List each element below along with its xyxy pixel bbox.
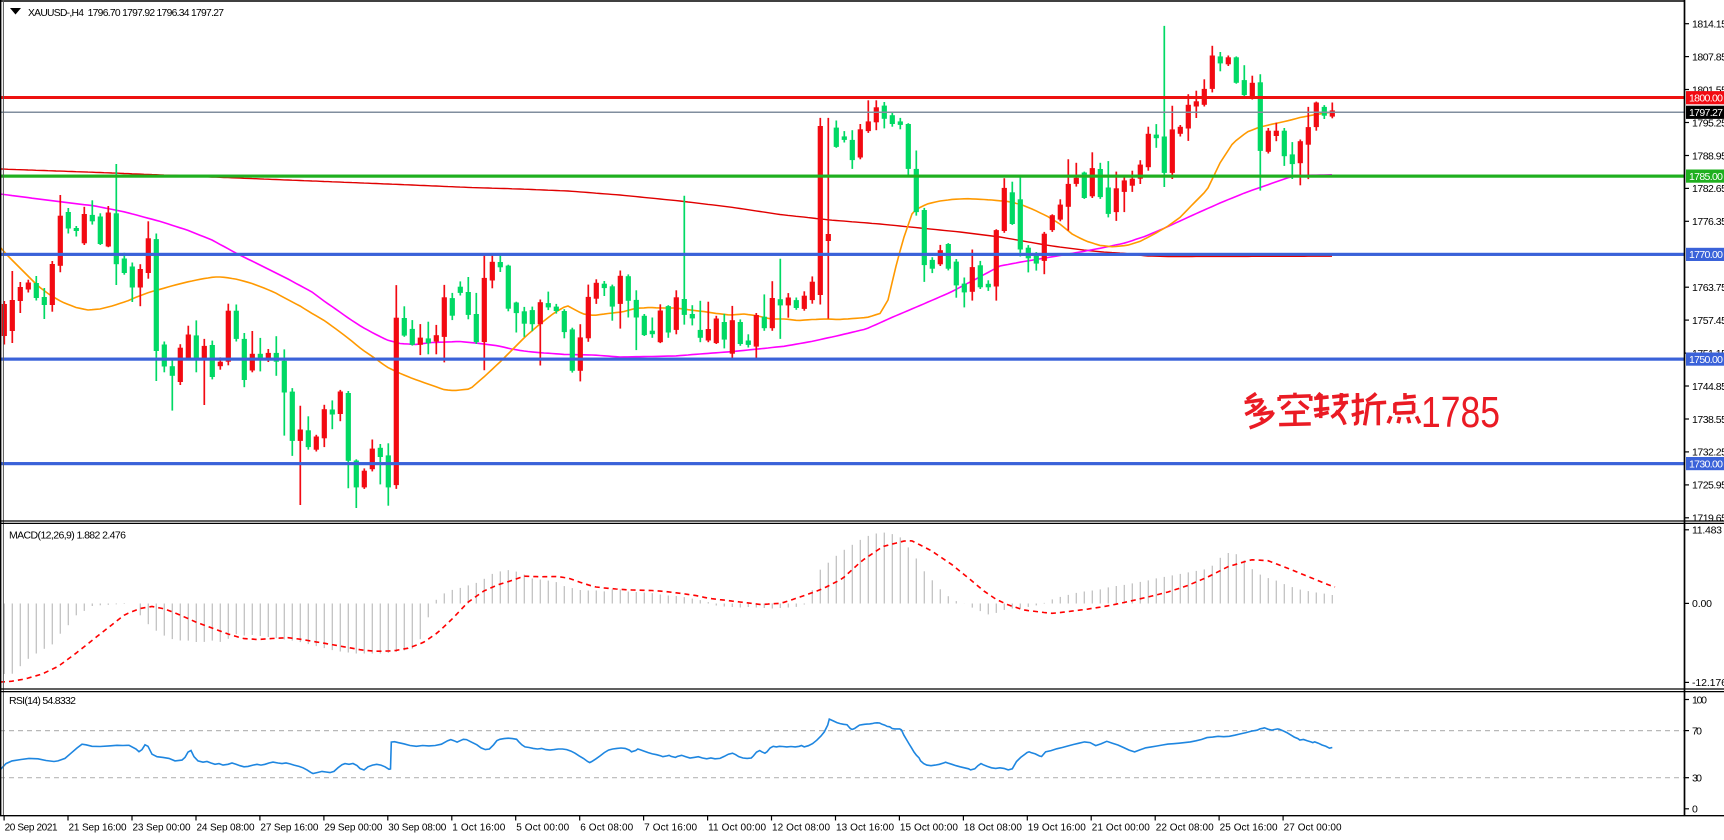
svg-text:30 Sep 08:00: 30 Sep 08:00 xyxy=(388,823,446,834)
svg-text:1788.95: 1788.95 xyxy=(1692,150,1724,162)
svg-text:1770.00: 1770.00 xyxy=(1689,249,1723,261)
svg-text:1730.00: 1730.00 xyxy=(1689,458,1723,470)
svg-text:XAUUSD-,H4 1796.70 1797.92 17: XAUUSD-,H4 1796.70 1797.92 1796.34 1797.… xyxy=(28,8,224,19)
svg-text:1 Oct 16:00: 1 Oct 16:00 xyxy=(452,823,505,834)
svg-text:27 Oct 00:00: 27 Oct 00:00 xyxy=(1284,823,1342,834)
svg-text:1800.00: 1800.00 xyxy=(1689,93,1723,105)
svg-text:1763.75: 1763.75 xyxy=(1692,282,1724,294)
svg-text:12 Oct 08:00: 12 Oct 08:00 xyxy=(772,823,830,834)
svg-text:29 Sep 00:00: 29 Sep 00:00 xyxy=(324,823,382,834)
svg-text:1785.00: 1785.00 xyxy=(1689,171,1723,183)
svg-text:20 Sep 2021: 20 Sep 2021 xyxy=(5,823,58,834)
svg-text:27 Sep 16:00: 27 Sep 16:00 xyxy=(260,823,318,834)
svg-text:1807.85: 1807.85 xyxy=(1692,51,1724,63)
svg-text:22 Oct 08:00: 22 Oct 08:00 xyxy=(1156,823,1214,834)
svg-text:24 Sep 08:00: 24 Sep 08:00 xyxy=(197,823,255,834)
svg-text:18 Oct 08:00: 18 Oct 08:00 xyxy=(964,823,1022,834)
svg-text:1785: 1785 xyxy=(1421,388,1500,437)
svg-text:RSI(14) 54.8332: RSI(14) 54.8332 xyxy=(9,695,76,707)
svg-text:1750.00: 1750.00 xyxy=(1689,354,1723,366)
svg-text:0: 0 xyxy=(1692,804,1698,816)
svg-text:13 Oct 16:00: 13 Oct 16:00 xyxy=(836,823,894,834)
svg-text:1738.55: 1738.55 xyxy=(1692,414,1724,426)
svg-text:1795.25: 1795.25 xyxy=(1692,117,1724,129)
svg-text:1782.65: 1782.65 xyxy=(1692,183,1724,195)
svg-text:23 Sep 00:00: 23 Sep 00:00 xyxy=(133,823,191,834)
svg-text:1732.25: 1732.25 xyxy=(1692,447,1724,459)
svg-text:7 Oct 16:00: 7 Oct 16:00 xyxy=(644,823,697,834)
svg-text:11 Oct 00:00: 11 Oct 00:00 xyxy=(708,823,766,834)
svg-text:1797.27: 1797.27 xyxy=(1689,107,1723,119)
svg-text:1744.85: 1744.85 xyxy=(1692,381,1724,393)
svg-text:11.483: 11.483 xyxy=(1692,525,1722,537)
svg-text:25 Oct 16:00: 25 Oct 16:00 xyxy=(1220,823,1278,834)
svg-text:19 Oct 16:00: 19 Oct 16:00 xyxy=(1028,823,1086,834)
svg-text:70: 70 xyxy=(1692,725,1702,737)
svg-text:MACD(12,26,9) 1.882 2.476: MACD(12,26,9) 1.882 2.476 xyxy=(9,530,126,542)
svg-text:1719.65: 1719.65 xyxy=(1692,513,1724,525)
svg-text:6 Oct 08:00: 6 Oct 08:00 xyxy=(580,823,633,834)
svg-text:15 Oct 00:00: 15 Oct 00:00 xyxy=(900,823,958,834)
svg-text:30: 30 xyxy=(1692,773,1702,785)
svg-text:1776.35: 1776.35 xyxy=(1692,216,1724,228)
svg-text:1757.45: 1757.45 xyxy=(1692,315,1724,327)
svg-text:-12.176: -12.176 xyxy=(1692,677,1724,689)
svg-text:100: 100 xyxy=(1692,694,1707,706)
svg-text:5 Oct 00:00: 5 Oct 00:00 xyxy=(516,823,569,834)
svg-text:21 Oct 00:00: 21 Oct 00:00 xyxy=(1092,823,1150,834)
svg-text:1725.95: 1725.95 xyxy=(1692,480,1724,492)
svg-text:1814.15: 1814.15 xyxy=(1692,19,1724,31)
svg-text:21 Sep 16:00: 21 Sep 16:00 xyxy=(69,823,127,834)
svg-text:0.00: 0.00 xyxy=(1692,598,1712,610)
